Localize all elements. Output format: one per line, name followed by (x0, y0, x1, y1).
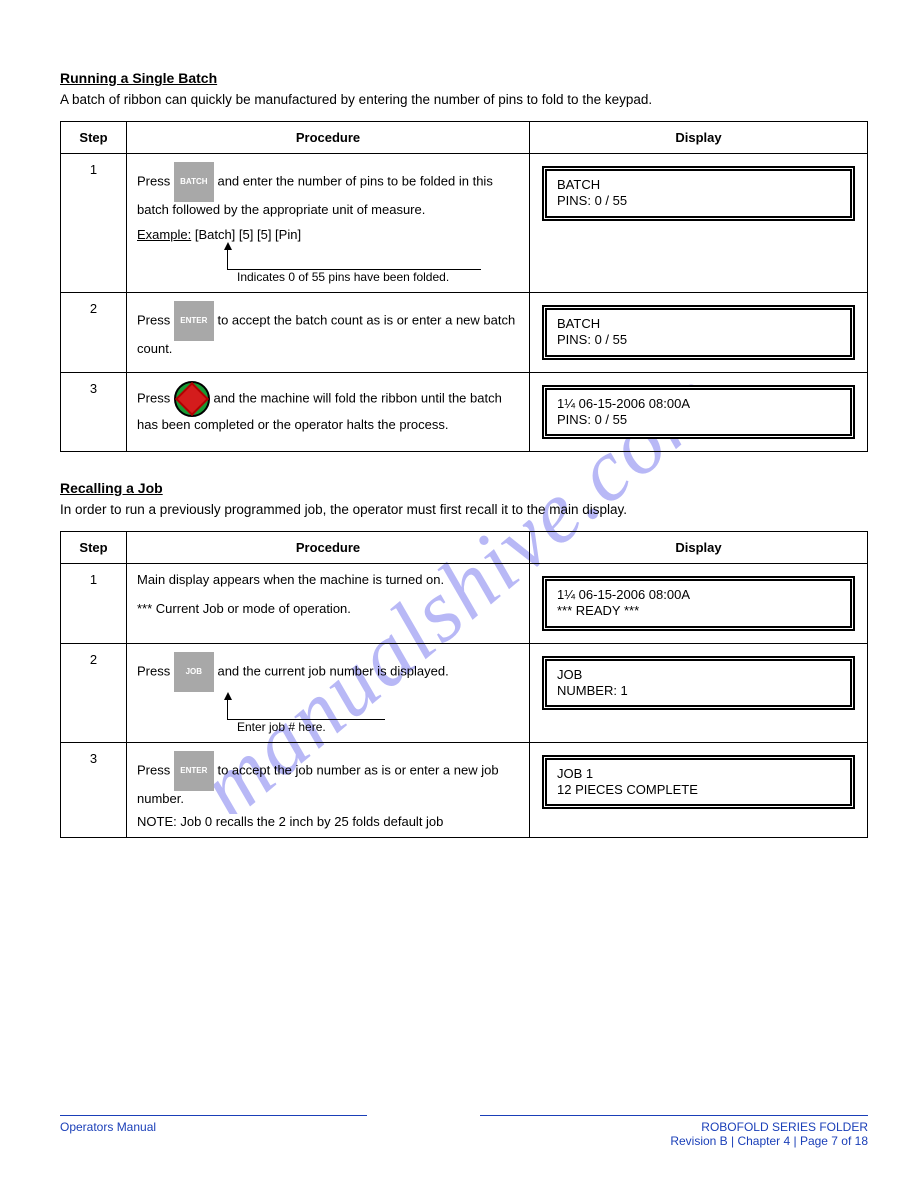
section1-table: Step Procedure Display 1 Press BATCH and… (60, 121, 868, 452)
s2-h-step: Step (61, 532, 127, 564)
lcd-line2: PINS: 0 / 55 (557, 332, 840, 348)
lcd-line1: JOB 1 (557, 766, 840, 782)
s2r1-step: 1 (61, 564, 127, 644)
s1r3-step: 3 (61, 372, 127, 452)
table-row: 3 Press ENTER to accept the job number a… (61, 742, 868, 837)
s2r2-disp: JOB NUMBER: 1 (530, 643, 868, 742)
lcd-line2: 12 PIECES COMPLETE (557, 782, 840, 798)
s1r2-proc: Press ENTER to accept the batch count as… (127, 293, 530, 373)
s2r2-text: and the current job number is displayed. (217, 663, 448, 678)
s2r2-arrow: Enter job # here. (237, 720, 326, 734)
s2r1-note: *** Current Job or mode of operation. (137, 601, 519, 616)
s1-h-step: Step (61, 122, 127, 154)
s2-h-disp: Display (530, 532, 868, 564)
lcd-line1: 1¼ 06-15-2006 08:00A (557, 587, 840, 603)
job-key-icon: JOB (174, 652, 214, 692)
section1-title: Running a Single Batch (60, 70, 868, 86)
lcd-display: 1¼ 06-15-2006 08:00A PINS: 0 / 55 (542, 385, 855, 440)
footer-right-line2: Revision B | Chapter 4 | Page 7 of 18 (480, 1134, 868, 1148)
lcd-line2: *** READY *** (557, 603, 840, 619)
s2r3-note: NOTE: Job 0 recalls the 2 inch by 25 fol… (137, 814, 519, 829)
s2r3-step: 3 (61, 742, 127, 837)
table-row: 2 Press JOB and the current job number i… (61, 643, 868, 742)
table-row: 1 Main display appears when the machine … (61, 564, 868, 644)
s2r3-disp: JOB 1 12 PIECES COMPLETE (530, 742, 868, 837)
s2r2-proc: Press JOB and the current job number is … (127, 643, 530, 742)
s2r1-proc: Main display appears when the machine is… (127, 564, 530, 644)
lcd-line1: BATCH (557, 316, 840, 332)
section2-table: Step Procedure Display 1 Main display ap… (60, 531, 868, 838)
s2r3-proc: Press ENTER to accept the job number as … (127, 742, 530, 837)
lcd-line1: 1¼ 06-15-2006 08:00A (557, 396, 840, 412)
page-footer: Operators Manual ROBOFOLD SERIES FOLDER … (60, 1115, 868, 1148)
lcd-display: JOB NUMBER: 1 (542, 656, 855, 711)
s2r1-text: Main display appears when the machine is… (137, 572, 444, 587)
enter-key-icon: ENTER (174, 301, 214, 341)
section2-desc: In order to run a previously programmed … (60, 502, 868, 517)
enter-key-icon: ENTER (174, 751, 214, 791)
s1r1-example: Example: (137, 227, 191, 242)
s1r1-disp: BATCH PINS: 0 / 55 (530, 154, 868, 293)
s2r1-disp: 1¼ 06-15-2006 08:00A *** READY *** (530, 564, 868, 644)
start-stop-icon: I (174, 381, 210, 417)
section1-desc: A batch of ribbon can quickly be manufac… (60, 92, 868, 107)
s1r2-step: 2 (61, 293, 127, 373)
lcd-display: JOB 1 12 PIECES COMPLETE (542, 755, 855, 810)
s1-h-disp: Display (530, 122, 868, 154)
lcd-line2: PINS: 0 / 55 (557, 412, 840, 428)
footer-right-title: ROBOFOLD SERIES FOLDER (480, 1120, 868, 1134)
table-row: 3 Press I and the machine will fold the … (61, 372, 868, 452)
table-row: 1 Press BATCH and enter the number of pi… (61, 154, 868, 293)
s1r1-step: 1 (61, 154, 127, 293)
s1r3-proc: Press I and the machine will fold the ri… (127, 372, 530, 452)
s1r1-example-keys: [Batch] [5] [5] [Pin] (195, 227, 301, 242)
s1r1-proc: Press BATCH and enter the number of pins… (127, 154, 530, 293)
s2r2-step: 2 (61, 643, 127, 742)
lcd-display: BATCH PINS: 0 / 55 (542, 166, 855, 221)
lcd-line2: PINS: 0 / 55 (557, 193, 840, 209)
lcd-line2: NUMBER: 1 (557, 683, 840, 699)
lcd-line1: BATCH (557, 177, 840, 193)
lcd-line1: JOB (557, 667, 840, 683)
s2-h-proc: Procedure (127, 532, 530, 564)
s1r2-disp: BATCH PINS: 0 / 55 (530, 293, 868, 373)
lcd-display: BATCH PINS: 0 / 55 (542, 305, 855, 360)
lcd-display: 1¼ 06-15-2006 08:00A *** READY *** (542, 576, 855, 631)
table-row: 2 Press ENTER to accept the batch count … (61, 293, 868, 373)
batch-key-icon: BATCH (174, 162, 214, 202)
s1-h-proc: Procedure (127, 122, 530, 154)
section2-title: Recalling a Job (60, 480, 868, 496)
s1r3-disp: 1¼ 06-15-2006 08:00A PINS: 0 / 55 (530, 372, 868, 452)
footer-left: Operators Manual (60, 1120, 367, 1134)
s1r1-arrow: Indicates 0 of 55 pins have been folded. (237, 270, 449, 284)
